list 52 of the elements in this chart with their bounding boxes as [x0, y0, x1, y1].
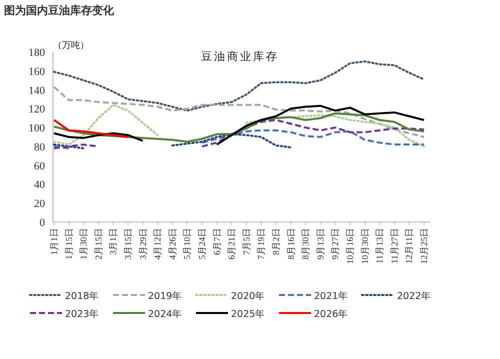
x-tick-label: 1月30日: [78, 228, 89, 260]
legend-label: 2021年: [314, 290, 348, 302]
y-axis-title: （万吨）: [53, 40, 89, 50]
x-tick-label: 8月16日: [286, 228, 296, 260]
chart-subtitle: 豆油商业库存: [201, 50, 279, 63]
x-tick-label: 10月30日: [360, 228, 370, 264]
y-tick-label: 140: [28, 84, 46, 97]
legend-label: 2018年: [65, 290, 100, 302]
legend-label: 2023年: [65, 308, 100, 320]
line-series: [53, 112, 425, 143]
x-tick-label: 12月11日: [404, 228, 414, 264]
x-tick-label: 7月5日: [241, 228, 252, 255]
y-tick-label: 0: [40, 217, 46, 229]
x-tick-label: 5月24日: [197, 228, 207, 260]
y-tick-label: 100: [28, 122, 46, 135]
legend-label: 2022年: [397, 290, 432, 302]
x-tick-label: 3月15日: [123, 228, 133, 260]
y-tick-label: 80: [34, 141, 46, 154]
x-tick-label: 11月27日: [389, 228, 400, 264]
y-tick-label: 180: [28, 47, 46, 59]
legend-label: 2024年: [148, 308, 182, 320]
x-tick-label: 3月29日: [138, 228, 148, 260]
x-tick-label: 1月1日: [49, 228, 59, 255]
x-tick-label: 8月2日: [271, 228, 281, 255]
legend-label: 2025年: [231, 308, 266, 320]
x-tick-label: 6月7日: [212, 228, 222, 255]
x-tick-label: 4月12日: [152, 228, 163, 260]
legend-label: 2019年: [148, 290, 182, 302]
x-tick-label: 9月13日: [315, 228, 326, 260]
x-tick-label: 1月15日: [64, 228, 74, 260]
x-tick-label: 11月13日: [374, 228, 385, 264]
x-tick-label: 12月25日: [419, 228, 429, 264]
line-series: [53, 86, 425, 138]
x-tick-label: 3月1日: [108, 228, 118, 255]
y-tick-label: 120: [28, 104, 46, 116]
x-tick-label: 4月26日: [167, 228, 178, 260]
line-series: [53, 119, 129, 138]
y-tick-label: 40: [34, 179, 46, 192]
x-tick-label: 10月16日: [345, 228, 355, 264]
y-tick-label: 20: [34, 198, 46, 210]
line-series: [53, 60, 425, 112]
x-tick-label: 8月30日: [300, 228, 311, 260]
y-tick-label: 160: [28, 66, 46, 78]
legend-label: 2026年: [314, 308, 348, 320]
chart-title: 图为国内豆油库存变化: [4, 4, 115, 17]
x-tick-label: 6月21日: [226, 228, 237, 260]
x-tick-label: 7月19日: [256, 228, 266, 260]
x-tick-label: 2月15日: [93, 228, 104, 260]
x-tick-label: 5月10日: [182, 228, 192, 260]
y-tick-label: 60: [34, 160, 46, 172]
legend-label: 2020年: [231, 290, 266, 302]
x-tick-label: 9月27日: [330, 228, 340, 260]
